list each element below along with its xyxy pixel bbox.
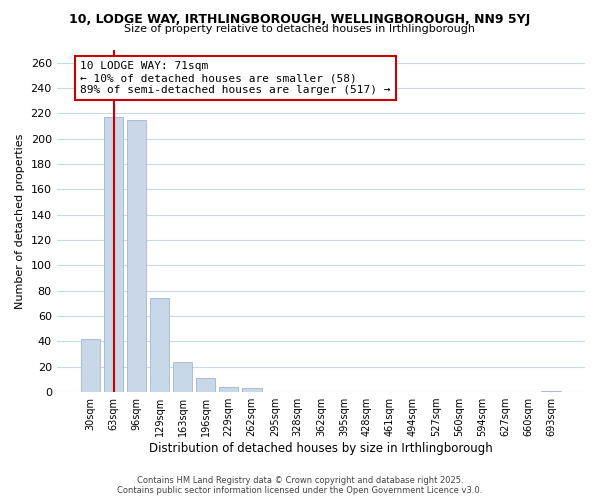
Bar (219, 387, 238, 392)
Text: 10 LODGE WAY: 71sqm
← 10% of detached houses are smaller (58)
89% of semi-detach: 10 LODGE WAY: 71sqm ← 10% of detached ho… (80, 62, 391, 94)
Y-axis label: Number of detached properties: Number of detached properties (15, 134, 25, 308)
Bar (541, 391, 561, 392)
Bar (150, 298, 169, 392)
Bar (242, 388, 262, 392)
Text: Contains HM Land Registry data © Crown copyright and database right 2025.
Contai: Contains HM Land Registry data © Crown c… (118, 476, 482, 495)
Bar (80, 339, 100, 392)
Bar (173, 362, 193, 392)
X-axis label: Distribution of detached houses by size in Irthlingborough: Distribution of detached houses by size … (149, 442, 493, 455)
Bar (104, 117, 123, 392)
Bar (196, 378, 215, 392)
Text: 10, LODGE WAY, IRTHLINGBOROUGH, WELLINGBOROUGH, NN9 5YJ: 10, LODGE WAY, IRTHLINGBOROUGH, WELLINGB… (70, 12, 530, 26)
Text: Size of property relative to detached houses in Irthlingborough: Size of property relative to detached ho… (125, 24, 476, 34)
Bar (127, 120, 146, 392)
